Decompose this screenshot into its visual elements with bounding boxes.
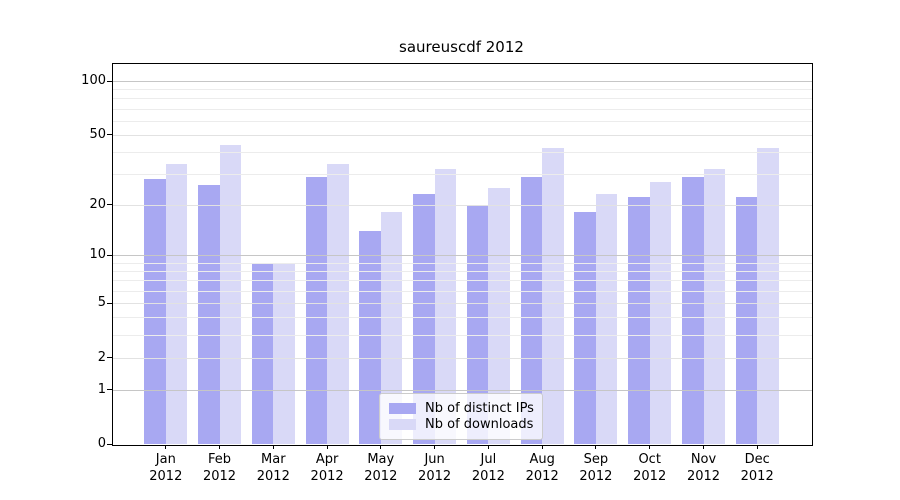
legend-label-distinct-ips: Nb of distinct IPs xyxy=(425,401,534,416)
bar-nb-of-distinct-ips-aug xyxy=(520,176,543,444)
bar-nb-of-downloads-aug xyxy=(542,148,564,444)
x-tick-mark xyxy=(703,445,704,449)
bar-nb-of-distinct-ips-jun xyxy=(413,194,435,444)
x-tick-mark xyxy=(595,445,597,449)
bar-nb-of-downloads-sep xyxy=(595,194,618,444)
y-tick-mark xyxy=(107,134,112,136)
gridline-major xyxy=(113,303,812,305)
bar-nb-of-distinct-ips-oct xyxy=(628,197,650,444)
legend-swatch-distinct-ips xyxy=(389,403,416,414)
x-tick-mark xyxy=(541,445,543,449)
y-tick-mark xyxy=(107,80,112,82)
gridline-major xyxy=(113,134,812,136)
bar-nb-of-downloads-jun xyxy=(434,169,457,444)
y-tick-label: 2 xyxy=(97,349,106,365)
y-tick-mark xyxy=(107,204,112,205)
x-tick-label: Jun 2012 xyxy=(418,452,452,484)
x-tick-label: Oct 2012 xyxy=(633,452,667,484)
bar-nb-of-distinct-ips-nov xyxy=(682,176,704,444)
x-tick-mark xyxy=(219,445,220,449)
x-tick-mark xyxy=(272,445,274,449)
y-tick-label: 20 xyxy=(89,196,106,212)
gridline-major xyxy=(113,204,812,206)
bar-nb-of-downloads-feb xyxy=(219,144,241,444)
x-tick-label: Apr 2012 xyxy=(310,452,344,484)
gridline-minor xyxy=(113,98,812,100)
bar-nb-of-downloads-jan xyxy=(165,164,188,444)
x-tick-label: Aug 2012 xyxy=(525,452,559,484)
bar-nb-of-distinct-ips-may xyxy=(359,231,381,444)
y-tick-mark xyxy=(107,357,112,359)
bar-nb-of-downloads-apr xyxy=(327,164,349,444)
y-tick-label: 100 xyxy=(81,73,106,88)
bar-nb-of-distinct-ips-jan xyxy=(144,179,166,444)
x-tick-label: Dec 2012 xyxy=(740,452,774,484)
y-tick-mark xyxy=(107,389,112,390)
plot-area xyxy=(112,63,813,446)
gridline-minor xyxy=(113,291,812,292)
y-tick-mark xyxy=(107,302,112,304)
y-tick-label: 50 xyxy=(89,126,106,142)
x-tick-label: May 2012 xyxy=(364,452,398,484)
gridline-minor xyxy=(113,280,812,282)
chart-title: saureuscdf 2012 xyxy=(399,38,524,56)
gridline-minor xyxy=(113,108,812,110)
legend-swatch-downloads xyxy=(389,419,416,430)
bar-nb-of-distinct-ips-jul xyxy=(466,204,489,444)
x-tick-label: Jul 2012 xyxy=(471,452,505,484)
x-tick-mark xyxy=(487,445,489,449)
x-tick-mark xyxy=(434,445,436,449)
bar-nb-of-distinct-ips-apr xyxy=(305,176,328,444)
legend-item-distinct-ips: Nb of distinct IPs xyxy=(389,401,534,416)
y-tick-mark xyxy=(107,254,112,256)
x-tick-label: Jan 2012 xyxy=(149,452,183,484)
gridline-minor xyxy=(113,151,812,153)
bar-nb-of-downloads-jul xyxy=(488,187,510,444)
legend-label-downloads: Nb of downloads xyxy=(425,417,534,432)
bar-nb-of-distinct-ips-mar xyxy=(251,262,274,444)
bar-nb-of-distinct-ips-sep xyxy=(574,212,596,444)
gridline-minor xyxy=(113,317,812,319)
gridline-major xyxy=(113,357,812,359)
y-tick-label: 0 xyxy=(97,436,106,451)
bar-nb-of-downloads-mar xyxy=(273,262,295,444)
gridline-minor xyxy=(113,271,812,273)
gridline-major xyxy=(113,81,812,82)
x-tick-label: Nov 2012 xyxy=(686,452,721,484)
y-tick-label: 1 xyxy=(97,381,106,397)
x-tick-mark xyxy=(326,445,328,449)
y-tick-label: 5 xyxy=(97,295,106,311)
legend: Nb of distinct IPs Nb of downloads xyxy=(379,393,543,440)
gridline-major xyxy=(113,255,812,257)
x-tick-mark xyxy=(756,445,758,449)
bar-nb-of-distinct-ips-feb xyxy=(198,184,220,444)
x-tick-label: Mar 2012 xyxy=(256,452,290,484)
x-tick-mark xyxy=(649,445,651,449)
bar-nb-of-downloads-dec xyxy=(757,148,779,444)
x-tick-label: Feb 2012 xyxy=(202,452,237,484)
y-tick-mark xyxy=(107,443,112,445)
bar-nb-of-downloads-oct xyxy=(649,181,672,444)
x-tick-mark xyxy=(165,445,167,449)
gridline-minor xyxy=(113,120,812,122)
legend-item-downloads: Nb of downloads xyxy=(389,417,533,432)
bar-nb-of-downloads-may xyxy=(380,212,403,444)
gridline-major xyxy=(113,389,812,391)
bar-nb-of-downloads-nov xyxy=(703,169,725,444)
gridline-minor xyxy=(113,262,812,264)
y-tick-label: 10 xyxy=(89,247,106,263)
gridline-minor xyxy=(113,335,812,336)
x-tick-mark xyxy=(380,445,382,449)
gridline-minor xyxy=(113,89,812,91)
gridline-minor xyxy=(113,173,812,175)
bar-nb-of-distinct-ips-dec xyxy=(735,197,758,444)
x-tick-label: Sep 2012 xyxy=(579,452,613,484)
